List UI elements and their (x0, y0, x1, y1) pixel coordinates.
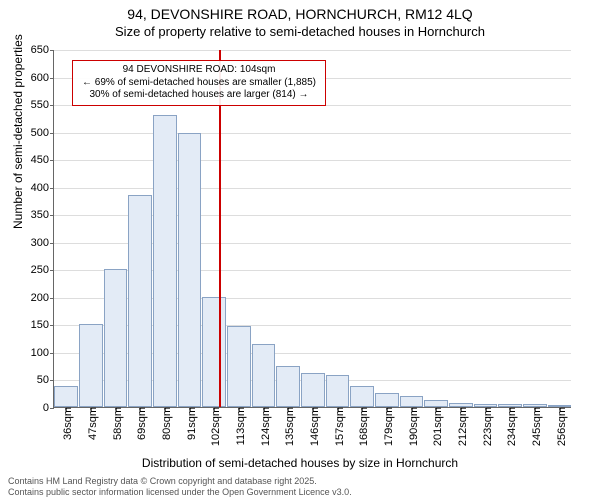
gridline (54, 188, 571, 189)
histogram-bar (375, 393, 399, 407)
x-tick-label: 256sqm (552, 407, 568, 446)
x-tick-label: 135sqm (280, 407, 296, 446)
y-tick-label: 300 (31, 237, 54, 249)
histogram-bar (301, 373, 325, 407)
plot-area: 0501001502002503003504004505005506006503… (53, 50, 571, 408)
y-tick-label: 150 (31, 319, 54, 331)
histogram-bar (79, 324, 103, 407)
annotation-line: 94 DEVONSHIRE ROAD: 104sqm (79, 64, 319, 77)
x-tick-label: 212sqm (453, 407, 469, 446)
footer-line-1: Contains HM Land Registry data © Crown c… (8, 476, 352, 487)
annotation-line: ← 69% of semi-detached houses are smalle… (79, 77, 319, 90)
x-tick-label: 80sqm (157, 407, 173, 440)
histogram-bar (128, 195, 152, 407)
y-tick-label: 450 (31, 154, 54, 166)
histogram-bar (227, 326, 251, 408)
histogram-bar (54, 386, 78, 407)
y-tick-label: 550 (31, 99, 54, 111)
histogram-bar (400, 396, 424, 407)
y-tick-label: 200 (31, 292, 54, 304)
x-tick-label: 245sqm (527, 407, 543, 446)
histogram-bar (252, 344, 276, 407)
chart-container: 94, DEVONSHIRE ROAD, HORNCHURCH, RM12 4L… (0, 0, 600, 500)
y-axis-label: Number of semi-detached properties (11, 34, 25, 229)
y-tick-label: 50 (37, 374, 54, 386)
gridline (54, 50, 571, 51)
x-axis-label: Distribution of semi-detached houses by … (0, 456, 600, 470)
x-tick-label: 190sqm (404, 407, 420, 446)
footer: Contains HM Land Registry data © Crown c… (8, 476, 352, 498)
x-tick-label: 146sqm (305, 407, 321, 446)
x-tick-label: 157sqm (330, 407, 346, 446)
x-tick-label: 168sqm (354, 407, 370, 446)
y-tick-label: 100 (31, 347, 54, 359)
y-tick-label: 400 (31, 182, 54, 194)
gridline (54, 160, 571, 161)
x-tick-label: 234sqm (502, 407, 518, 446)
histogram-bar (153, 115, 177, 407)
histogram-bar (178, 133, 202, 407)
footer-line-2: Contains public sector information licen… (8, 487, 352, 498)
x-tick-label: 69sqm (132, 407, 148, 440)
title-block: 94, DEVONSHIRE ROAD, HORNCHURCH, RM12 4L… (0, 0, 600, 39)
x-tick-label: 223sqm (478, 407, 494, 446)
page-subtitle: Size of property relative to semi-detach… (0, 24, 600, 39)
y-tick-label: 650 (31, 44, 54, 56)
annotation-box: 94 DEVONSHIRE ROAD: 104sqm← 69% of semi-… (72, 60, 326, 106)
x-tick-label: 113sqm (231, 407, 247, 445)
x-tick-label: 47sqm (83, 407, 99, 440)
histogram-bar (424, 400, 448, 407)
x-tick-label: 124sqm (256, 407, 272, 446)
x-tick-label: 102sqm (206, 407, 222, 446)
histogram-bar (202, 297, 226, 407)
x-tick-label: 91sqm (182, 407, 198, 440)
x-tick-label: 179sqm (379, 407, 395, 446)
x-tick-label: 201sqm (428, 407, 444, 446)
histogram-bar (276, 366, 300, 407)
y-tick-label: 350 (31, 209, 54, 221)
annotation-line: 30% of semi-detached houses are larger (… (79, 89, 319, 102)
gridline (54, 133, 571, 134)
y-tick-label: 250 (31, 264, 54, 276)
histogram-bar (104, 269, 128, 407)
y-tick-label: 600 (31, 72, 54, 84)
histogram-bar (350, 386, 374, 407)
page-title: 94, DEVONSHIRE ROAD, HORNCHURCH, RM12 4L… (0, 6, 600, 22)
y-tick-label: 0 (43, 402, 54, 414)
x-tick-label: 36sqm (58, 407, 74, 440)
x-tick-label: 58sqm (108, 407, 124, 440)
y-tick-label: 500 (31, 127, 54, 139)
histogram-bar (326, 375, 350, 407)
